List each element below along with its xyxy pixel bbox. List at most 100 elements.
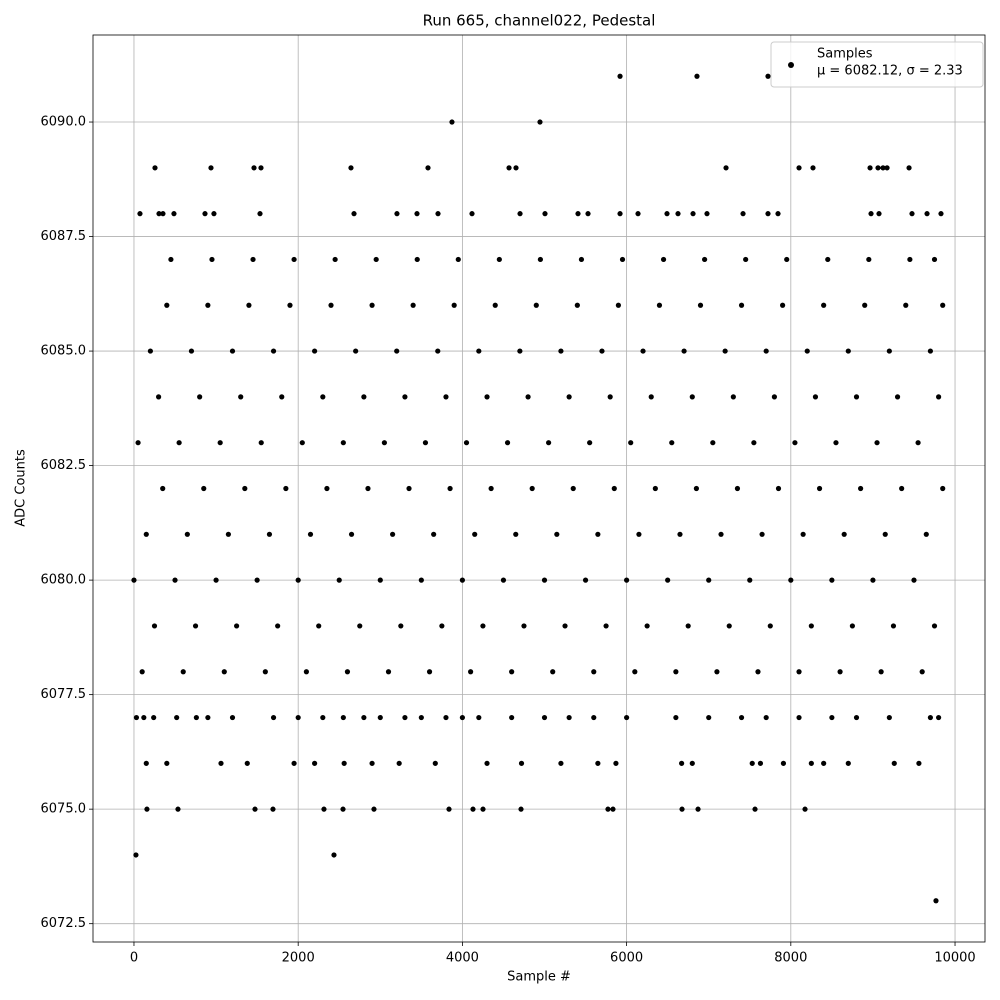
point [788, 577, 794, 583]
point [763, 348, 769, 354]
point [702, 256, 708, 263]
point [664, 211, 670, 217]
point [369, 302, 375, 308]
point [747, 577, 753, 583]
point [566, 714, 572, 721]
point [509, 714, 515, 721]
point [734, 485, 741, 492]
point [681, 348, 687, 354]
point [213, 577, 219, 583]
point [924, 211, 930, 217]
point [610, 806, 616, 812]
point [244, 760, 250, 766]
point [341, 760, 347, 766]
point [410, 302, 416, 308]
point [143, 531, 149, 537]
point [449, 119, 455, 125]
point [853, 714, 860, 721]
point [258, 165, 264, 171]
point [518, 806, 524, 812]
point [217, 440, 223, 446]
point [615, 302, 621, 308]
point [591, 714, 597, 721]
point [845, 348, 851, 354]
point [919, 669, 925, 675]
point [599, 348, 605, 354]
point [171, 211, 177, 217]
point [287, 302, 293, 308]
point [484, 760, 490, 766]
point [351, 211, 357, 217]
point [894, 394, 901, 400]
point [151, 623, 158, 629]
point [365, 485, 371, 492]
legend-subtitle: μ = 6082.12, σ = 2.33 [817, 64, 963, 79]
point [771, 394, 777, 400]
point [613, 760, 619, 766]
point [743, 256, 749, 263]
point [694, 73, 700, 79]
point [468, 669, 474, 675]
point [685, 623, 691, 629]
point [418, 577, 424, 583]
point [765, 211, 771, 217]
point [675, 211, 681, 217]
point [492, 302, 498, 308]
point [270, 348, 277, 354]
point [184, 531, 190, 537]
point [496, 256, 502, 263]
point [648, 394, 654, 400]
point [418, 714, 424, 721]
point [607, 394, 613, 400]
point [193, 714, 199, 721]
point [529, 485, 535, 492]
point [172, 577, 178, 583]
point [899, 485, 905, 492]
point [147, 348, 153, 354]
point [780, 302, 786, 308]
point [558, 760, 564, 766]
point [886, 714, 892, 721]
point [176, 440, 182, 446]
point [537, 119, 543, 125]
point [562, 623, 568, 629]
point [595, 531, 601, 537]
point [160, 485, 166, 492]
point [740, 211, 746, 217]
point [858, 485, 864, 492]
point [279, 394, 285, 400]
point [738, 714, 745, 721]
point [722, 348, 728, 354]
point [723, 165, 729, 171]
point [209, 256, 215, 263]
point [446, 806, 452, 812]
point [936, 714, 942, 721]
point [578, 256, 585, 263]
point [706, 577, 712, 583]
point [353, 348, 359, 354]
point [131, 577, 137, 583]
point [252, 806, 258, 812]
point [587, 440, 593, 446]
point [197, 394, 203, 400]
point [554, 531, 560, 537]
x-tick-label: 2000 [282, 951, 315, 966]
point [849, 623, 855, 629]
point [829, 577, 835, 583]
point [303, 669, 309, 675]
point [373, 256, 379, 263]
point [133, 852, 139, 858]
point [137, 211, 143, 217]
x-tick-label: 0 [130, 951, 138, 966]
point [328, 302, 334, 308]
point [763, 714, 769, 721]
point [518, 760, 525, 766]
point [517, 211, 523, 217]
point [344, 669, 351, 675]
point [757, 760, 764, 766]
point [336, 577, 342, 583]
point [371, 806, 377, 812]
point [513, 531, 519, 537]
point [266, 531, 273, 537]
